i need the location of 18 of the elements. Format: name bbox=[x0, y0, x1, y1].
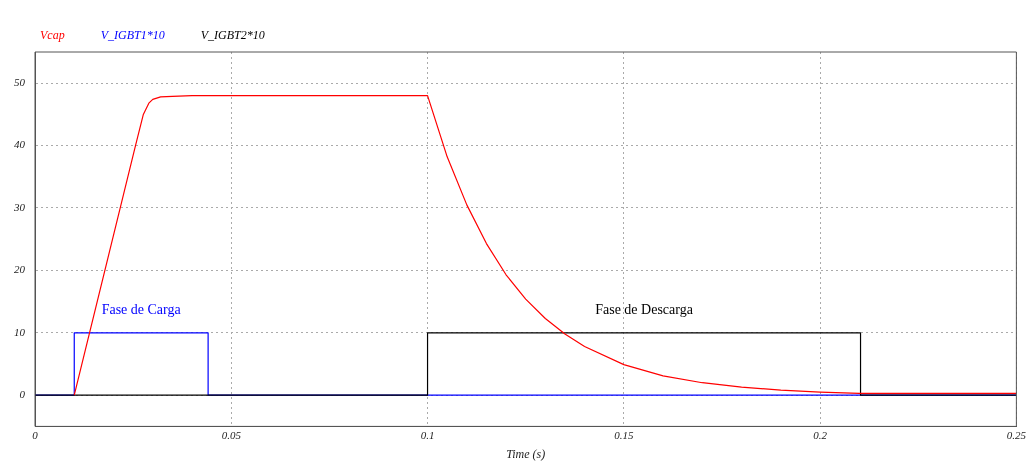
text: V_IGBT2*10 bbox=[200, 28, 265, 43]
x-tick-label: 0 bbox=[32, 428, 39, 441]
y-tick-label: 50 bbox=[14, 76, 26, 89]
x-tick-label: 0.1 bbox=[420, 428, 435, 441]
text: Vcap bbox=[40, 28, 65, 43]
x-axis-title: Time (s) bbox=[506, 446, 546, 461]
y-tick-label: 40 bbox=[14, 138, 26, 151]
y-tick-label: 30 bbox=[13, 200, 26, 213]
y-tick-label: 20 bbox=[14, 263, 26, 276]
text: V_IGBT1*10 bbox=[100, 28, 165, 43]
y-tick-label: 10 bbox=[14, 325, 26, 338]
annotation: Fase de Carga bbox=[101, 302, 182, 318]
y-tick-label: 0 bbox=[19, 388, 26, 401]
annotation: Fase de Descarga bbox=[595, 302, 694, 318]
x-tick-label: 0.15 bbox=[614, 428, 634, 441]
x-tick-label: 0.2 bbox=[813, 428, 828, 441]
x-tick-label: 0.05 bbox=[221, 428, 242, 441]
x-tick-label: 0.25 bbox=[1006, 428, 1027, 441]
